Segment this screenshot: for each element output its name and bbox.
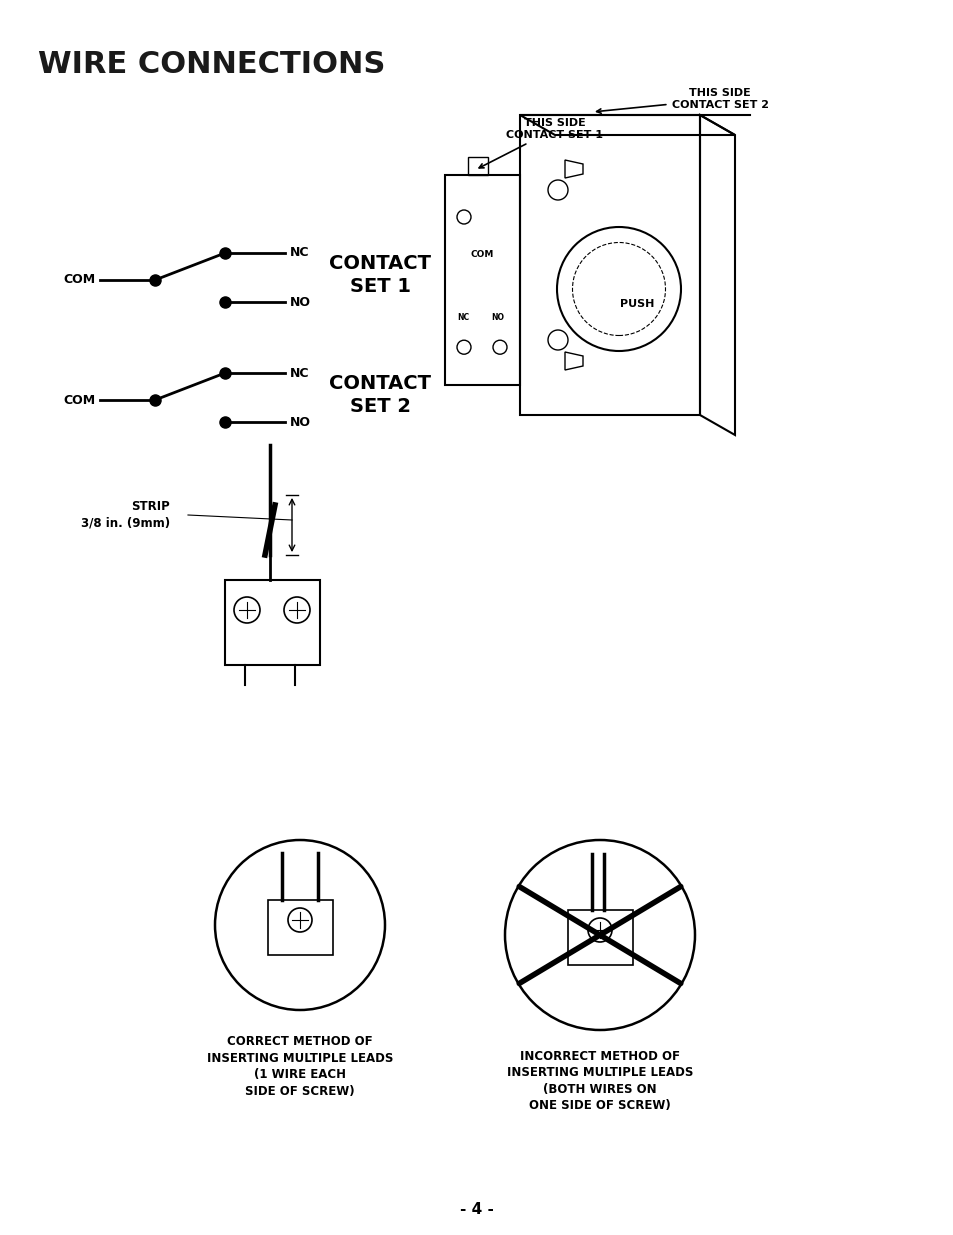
Text: CONTACT
SET 1: CONTACT SET 1	[329, 253, 431, 296]
Text: CORRECT METHOD OF
INSERTING MULTIPLE LEADS
(1 WIRE EACH
SIDE OF SCREW): CORRECT METHOD OF INSERTING MULTIPLE LEA…	[207, 1035, 393, 1098]
FancyBboxPatch shape	[268, 900, 333, 955]
Text: COM: COM	[63, 394, 95, 406]
Text: NO: NO	[290, 415, 311, 429]
Text: PUSH: PUSH	[619, 299, 654, 309]
Text: NO: NO	[491, 314, 503, 322]
Text: COM: COM	[471, 251, 494, 259]
Text: NC: NC	[290, 367, 309, 379]
Text: INCORRECT METHOD OF
INSERTING MULTIPLE LEADS
(BOTH WIRES ON
ONE SIDE OF SCREW): INCORRECT METHOD OF INSERTING MULTIPLE L…	[506, 1050, 693, 1113]
FancyBboxPatch shape	[225, 580, 319, 664]
Text: - 4 -: - 4 -	[459, 1203, 494, 1218]
Text: NC: NC	[290, 247, 309, 259]
Text: COM: COM	[63, 273, 95, 287]
Text: THIS SIDE
CONTACT SET 1: THIS SIDE CONTACT SET 1	[478, 119, 603, 168]
FancyBboxPatch shape	[567, 910, 633, 965]
Text: CONTACT
SET 2: CONTACT SET 2	[329, 374, 431, 416]
Text: WIRE CONNECTIONS: WIRE CONNECTIONS	[38, 49, 385, 79]
Text: STRIP
3/8 in. (9mm): STRIP 3/8 in. (9mm)	[81, 500, 170, 530]
Text: NC: NC	[457, 314, 469, 322]
Text: NO: NO	[290, 295, 311, 309]
Text: THIS SIDE
CONTACT SET 2: THIS SIDE CONTACT SET 2	[596, 89, 768, 114]
